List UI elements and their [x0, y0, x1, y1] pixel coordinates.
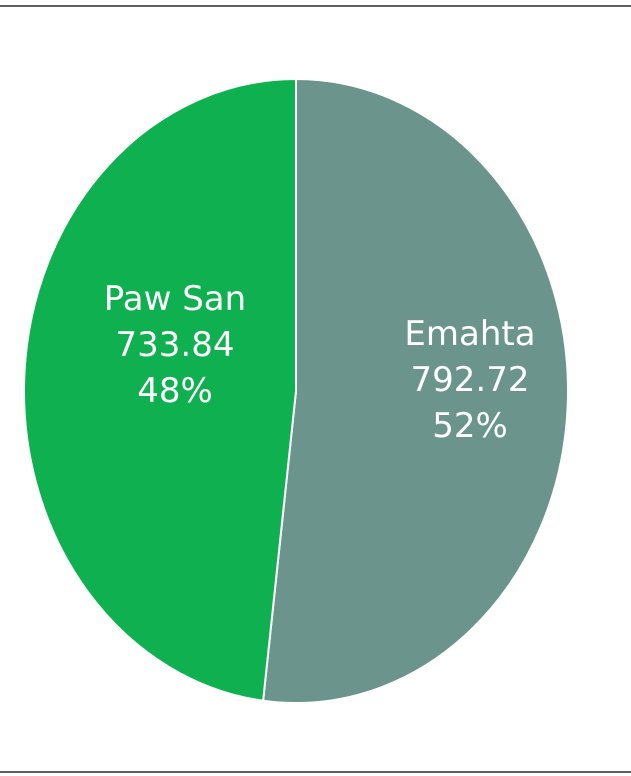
pie-slices: [23, 77, 569, 704]
pie-slice-paw-san: [23, 77, 297, 702]
slice-percent-label: 52%: [432, 406, 508, 446]
pie-labels: Emahta 792.72 52% Paw San 733.84 48%: [104, 279, 536, 446]
slice-value-label: 733.84: [116, 325, 235, 365]
top-rule: [0, 5, 631, 7]
slice-name-label: Paw San: [104, 279, 246, 319]
slice-name-label: Emahta: [404, 314, 535, 354]
pie-slice-emahta: [262, 77, 569, 704]
bottom-rule: [0, 771, 631, 773]
slice-value-label: 792.72: [411, 360, 530, 400]
slice-percent-label: 48%: [137, 371, 213, 411]
